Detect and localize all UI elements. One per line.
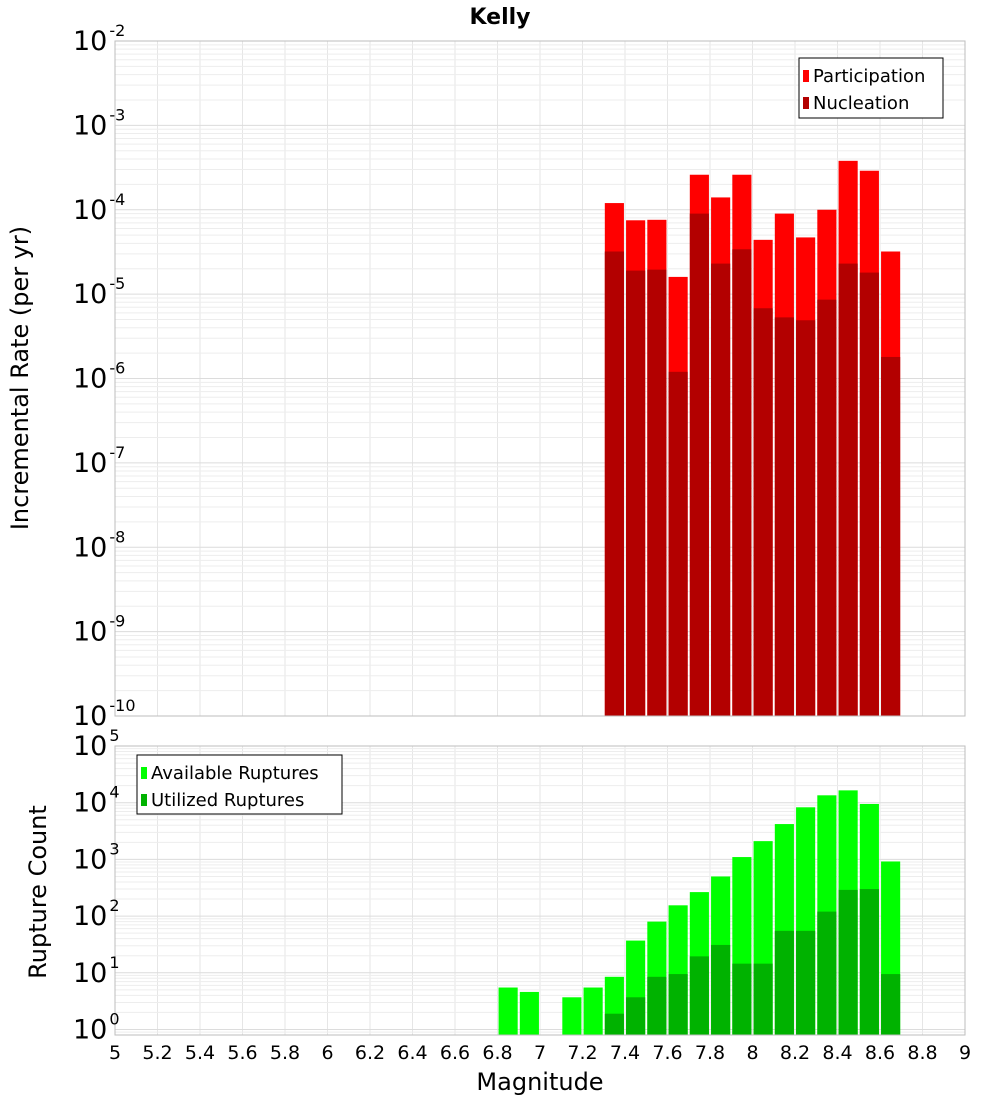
legend-label: Participation — [813, 66, 925, 87]
count-y-axis-label: Rupture Count — [24, 805, 52, 979]
bar-nucleation — [732, 249, 752, 716]
y-tick-label: 10 -8 — [73, 527, 125, 563]
y-tick-label: 10 5 — [73, 726, 120, 762]
bar-utilized-ruptures — [689, 956, 709, 1035]
legend-label: Nucleation — [813, 93, 909, 114]
bar-nucleation — [796, 320, 816, 716]
legend-label: Utilized Ruptures — [151, 790, 304, 811]
bar-nucleation — [774, 317, 794, 716]
y-tick-label: 10 -7 — [73, 443, 125, 479]
bar-utilized-ruptures — [711, 944, 731, 1035]
bar-utilized-ruptures — [668, 974, 688, 1035]
legend-box — [136, 754, 343, 815]
y-tick-label: 10 0 — [73, 1010, 120, 1046]
x-tick-label: 7.6 — [652, 1042, 682, 1064]
x-tick-label: 5.6 — [227, 1042, 257, 1064]
x-tick-label: 8.6 — [865, 1042, 895, 1064]
bar-utilized-ruptures — [604, 1013, 624, 1035]
x-tick-label: 8.8 — [907, 1042, 937, 1064]
x-tick-label: 8.2 — [780, 1042, 810, 1064]
x-axis-label: Magnitude — [476, 1068, 603, 1096]
bar-utilized-ruptures — [817, 911, 837, 1035]
x-tick-label: 5.4 — [185, 1042, 215, 1064]
bar-utilized-ruptures — [626, 997, 646, 1035]
legend: Available Ruptures Utilized Ruptures — [136, 754, 343, 815]
bar-available-ruptures — [519, 991, 539, 1035]
y-tick-label: 10 4 — [73, 783, 120, 819]
grid — [114, 40, 966, 717]
bars — [498, 790, 901, 1035]
y-tick-label: 10 1 — [73, 953, 120, 989]
bar-nucleation — [881, 356, 901, 716]
bar-utilized-ruptures — [796, 930, 816, 1035]
bar-utilized-ruptures — [774, 930, 794, 1035]
x-tick-label: 5.2 — [142, 1042, 172, 1064]
x-tick-label: 7.8 — [695, 1042, 725, 1064]
x-tick-label: 5 — [109, 1042, 121, 1064]
y-tick-label: 10 2 — [73, 896, 120, 932]
bar-nucleation — [817, 299, 837, 716]
x-tick-labels: 5 5.2 5.4 5.6 5.8 6 6.2 6.4 6.6 6.8 7 7.2 7.4 7.6 7.8 8… — [109, 1042, 971, 1064]
y-tick-label: 10 -4 — [73, 190, 125, 226]
x-tick-label: 6.2 — [355, 1042, 385, 1064]
bar-utilized-ruptures — [859, 889, 879, 1035]
rate-panel: 10-10 10-9 10-8 10-7 10-6 10-5 10-4 10-3 10 -2 Par… — [73, 21, 966, 732]
y-tick-labels: 10-10 10-9 10-8 10-7 10-6 10-5 10-4 10-3 10-2 — [73, 21, 136, 732]
y-tick-label: 10 -3 — [73, 105, 125, 141]
bar-nucleation — [753, 308, 773, 716]
x-tick-label: 5.8 — [270, 1042, 300, 1064]
bar-utilized-ruptures — [838, 889, 858, 1035]
plot-border — [114, 745, 966, 1036]
x-tick-label: 7.2 — [567, 1042, 597, 1064]
bar-available-ruptures — [562, 997, 582, 1035]
bar-utilized-ruptures — [647, 976, 667, 1035]
y-tick-label: 10 -5 — [73, 274, 125, 310]
rate-y-axis-label: Incremental Rate (per yr) — [6, 226, 34, 530]
legend-swatch — [803, 70, 809, 82]
bars — [604, 160, 901, 717]
y-tick-label: 10 -10 — [73, 696, 136, 732]
x-tick-label: 7.4 — [610, 1042, 640, 1064]
legend-box — [798, 57, 944, 119]
plot-border — [114, 40, 966, 717]
bar-nucleation — [668, 371, 688, 716]
bar-nucleation — [626, 270, 646, 716]
bar-utilized-ruptures — [881, 974, 901, 1035]
y-tick-label: 10 -9 — [73, 612, 125, 648]
legend-swatch — [803, 97, 809, 109]
bar-nucleation — [838, 263, 858, 716]
y-tick-label: 10 -2 — [73, 21, 125, 57]
chart-title: Kelly — [469, 5, 530, 30]
x-tick-label: 6 — [321, 1042, 333, 1064]
bar-available-ruptures — [498, 987, 518, 1035]
y-tick-label: 10 3 — [73, 839, 120, 875]
bar-nucleation — [711, 263, 731, 716]
bar-utilized-ruptures — [753, 963, 773, 1035]
bar-nucleation — [689, 213, 709, 717]
x-tick-label: 8 — [746, 1042, 758, 1064]
x-tick-label: 6.8 — [482, 1042, 512, 1064]
bar-utilized-ruptures — [732, 963, 752, 1035]
x-tick-label: 6.4 — [397, 1042, 427, 1064]
x-tick-label: 9 — [959, 1042, 971, 1064]
x-tick-label: 6.6 — [440, 1042, 470, 1064]
legend-label: Available Ruptures — [151, 763, 319, 784]
bar-available-ruptures — [583, 987, 603, 1035]
bar-nucleation — [647, 269, 667, 716]
legend-swatch — [141, 767, 147, 779]
x-tick-label: 7 — [534, 1042, 546, 1064]
x-tick-label: 8.4 — [822, 1042, 852, 1064]
bar-nucleation — [859, 272, 879, 716]
y-tick-label: 10 -6 — [73, 359, 125, 395]
legend: Participation Nucleation — [798, 57, 944, 119]
legend-swatch — [141, 794, 147, 806]
bar-nucleation — [604, 251, 624, 716]
